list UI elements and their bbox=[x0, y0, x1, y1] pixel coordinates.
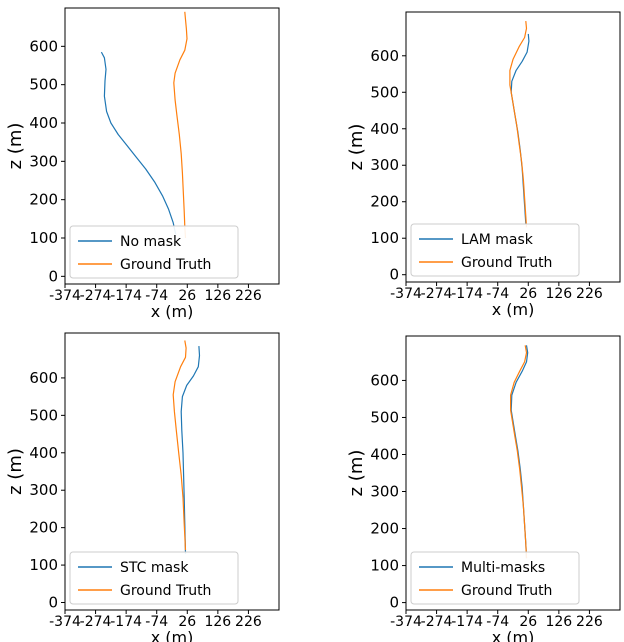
y-tick-label: 100 bbox=[29, 556, 58, 574]
y-tick-label: 0 bbox=[389, 594, 399, 612]
legend-box bbox=[410, 223, 580, 277]
y-tick-label: 500 bbox=[370, 408, 399, 426]
legend-label-2: Ground Truth bbox=[461, 583, 552, 599]
plot-frame bbox=[405, 11, 621, 283]
legend-label-1: LAM mask bbox=[461, 232, 534, 248]
x-axis-label: x (m) bbox=[151, 302, 194, 321]
chart-panel-1: -374-274-174 -74 26 126 226 0 100 200 300 400 500 6… bbox=[5, 7, 280, 321]
chart-panel-3: -374-274-174 -74 26 126 226 0 100 200 300 400 500 6… bbox=[5, 332, 280, 642]
y-tick-label: 300 bbox=[370, 156, 399, 174]
y-tick-label: 100 bbox=[370, 229, 399, 247]
y-tick-label: 0 bbox=[48, 594, 58, 612]
series-line-1 bbox=[510, 33, 530, 224]
y-tick-label: 300 bbox=[370, 483, 399, 501]
x-tick-label: -374 bbox=[390, 286, 422, 302]
series-line-2 bbox=[510, 345, 528, 559]
y-tick-label: 600 bbox=[370, 371, 399, 389]
x-tick-label: 126 bbox=[545, 614, 572, 630]
x-tick-label: -274 bbox=[80, 614, 112, 630]
x-tick-label: -174 bbox=[110, 288, 142, 304]
series-line-1 bbox=[180, 346, 201, 554]
y-tick-label: 300 bbox=[29, 481, 58, 499]
legend-label-1: No mask bbox=[120, 234, 182, 250]
y-tick-label: 200 bbox=[29, 191, 58, 209]
y-tick-label: 200 bbox=[29, 519, 58, 537]
x-tick-label: 226 bbox=[235, 288, 262, 304]
y-tick-label: 0 bbox=[48, 267, 58, 285]
y-tick-label: 400 bbox=[29, 444, 58, 462]
x-tick-label: -174 bbox=[110, 614, 142, 630]
y-axis-label: z (m) bbox=[346, 124, 367, 171]
y-tick-label: 100 bbox=[29, 229, 58, 247]
legend-label-2: Ground Truth bbox=[461, 255, 552, 271]
y-tick-label: 600 bbox=[29, 37, 58, 55]
x-tick-label: 126 bbox=[545, 286, 572, 302]
x-tick-label: 226 bbox=[235, 614, 262, 630]
y-tick-label: 200 bbox=[370, 193, 399, 211]
x-tick-label: -74 bbox=[486, 286, 509, 302]
x-tick-label: 126 bbox=[204, 614, 231, 630]
y-tick-label: 0 bbox=[389, 266, 399, 284]
y-axis-label: z (m) bbox=[5, 123, 26, 170]
x-tick-label: 26 bbox=[178, 614, 196, 630]
chart-panel-4: -374-274-174 -74 26 126 226 0 100 200 300 400 500 6… bbox=[346, 335, 621, 642]
x-tick-label: 226 bbox=[576, 286, 603, 302]
x-tick-label: -374 bbox=[49, 614, 81, 630]
y-tick-label: 200 bbox=[370, 520, 399, 538]
plot-frame bbox=[405, 335, 621, 611]
y-tick-label: 600 bbox=[370, 47, 399, 65]
x-tick-label: 226 bbox=[576, 614, 603, 630]
x-tick-label: 126 bbox=[204, 288, 231, 304]
legend-label-1: Multi-masks bbox=[461, 560, 545, 576]
x-tick-label: -174 bbox=[451, 286, 483, 302]
x-tick-label: -74 bbox=[486, 614, 509, 630]
x-tick-label: -74 bbox=[145, 288, 168, 304]
x-tick-label: -274 bbox=[421, 286, 453, 302]
y-tick-label: 400 bbox=[370, 120, 399, 138]
legend-label-1: STC mask bbox=[120, 560, 189, 576]
legend-label-2: Ground Truth bbox=[120, 257, 211, 273]
legend-label-2: Ground Truth bbox=[120, 583, 211, 599]
y-tick-label: 500 bbox=[29, 406, 58, 424]
series-line-2 bbox=[173, 11, 188, 239]
y-tick-label: 400 bbox=[29, 114, 58, 132]
x-tick-label: -74 bbox=[145, 614, 168, 630]
y-axis-label: z (m) bbox=[346, 450, 367, 497]
plot-frame bbox=[64, 332, 280, 611]
legend-box bbox=[69, 551, 239, 605]
x-tick-label: -274 bbox=[421, 614, 453, 630]
x-tick-label: -374 bbox=[390, 614, 422, 630]
y-tick-label: 500 bbox=[29, 76, 58, 94]
y-tick-label: 500 bbox=[370, 83, 399, 101]
series-line-2 bbox=[509, 21, 528, 228]
y-tick-label: 100 bbox=[370, 557, 399, 575]
y-tick-label: 600 bbox=[29, 369, 58, 387]
legend-box bbox=[69, 225, 239, 279]
x-axis-label: x (m) bbox=[151, 628, 194, 642]
x-tick-label: -374 bbox=[49, 288, 81, 304]
x-tick-label: -274 bbox=[80, 288, 112, 304]
x-tick-label: 26 bbox=[519, 286, 537, 302]
y-axis-label: z (m) bbox=[5, 448, 26, 495]
y-tick-label: 300 bbox=[29, 152, 58, 170]
series-line-1 bbox=[100, 51, 177, 235]
x-tick-label: 26 bbox=[519, 614, 537, 630]
chart-panel-2: -374-274-174 -74 26 126 226 0 100 200 300 400 500 6… bbox=[346, 11, 621, 319]
x-axis-label: x (m) bbox=[492, 300, 535, 319]
series-line-2 bbox=[172, 340, 187, 551]
x-axis-label: x (m) bbox=[492, 628, 535, 642]
x-tick-label: -174 bbox=[451, 614, 483, 630]
legend-box bbox=[410, 551, 580, 605]
plot-frame bbox=[64, 7, 280, 285]
y-tick-label: 400 bbox=[370, 445, 399, 463]
x-tick-label: 26 bbox=[178, 288, 196, 304]
